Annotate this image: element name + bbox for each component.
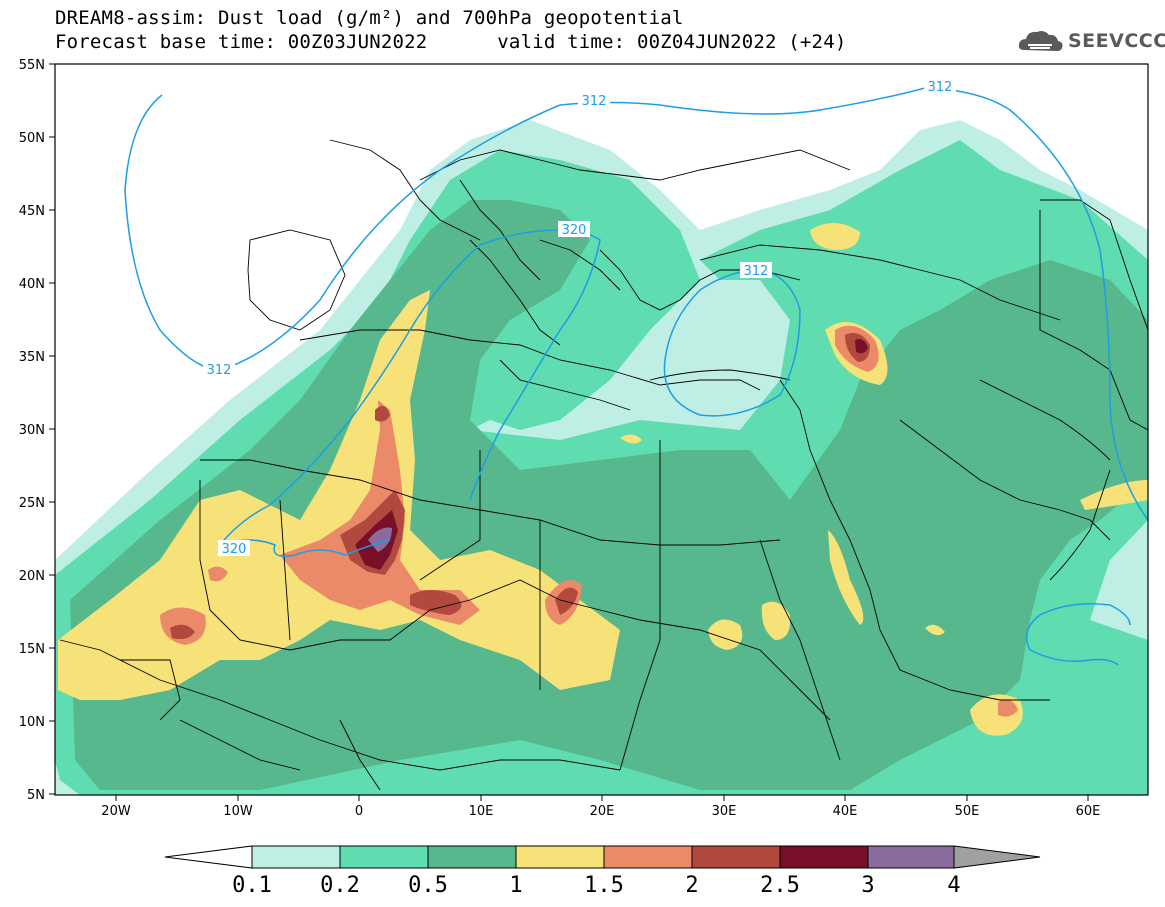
valid-time: valid time: 00Z04JUN2022 (+24) xyxy=(497,31,847,53)
lat-label: 45N xyxy=(19,204,45,219)
colorbar-ticks: 0.1 0.2 0.5 1 1.5 2 2.5 3 4 xyxy=(232,873,961,898)
lat-label: 10N xyxy=(19,715,45,730)
colorbar-segment xyxy=(515,845,605,869)
map-subtitle: Forecast base time: 00Z03JUN2022 valid t… xyxy=(55,31,846,53)
lat-label: 55N xyxy=(19,58,45,73)
dust-level-1 xyxy=(58,290,620,700)
dust-level-1 xyxy=(828,530,864,625)
dust-level-1 xyxy=(925,624,945,636)
dust-level-1 xyxy=(1080,480,1148,510)
dust-level-1 xyxy=(810,222,860,250)
colorbar-tick: 1.5 xyxy=(584,873,624,898)
colorbar-segment xyxy=(953,845,1041,869)
lat-label: 15N xyxy=(19,642,45,657)
colorbar-segment xyxy=(164,845,253,869)
colorbar-tick: 2 xyxy=(685,873,698,898)
lat-label: 35N xyxy=(19,350,45,365)
lat-label: 50N xyxy=(19,131,45,146)
logo-text: SEEVCCC xyxy=(1068,30,1165,52)
lat-label: 40N xyxy=(19,277,45,292)
colorbar-segment xyxy=(691,845,781,869)
dust-level-0.5 xyxy=(70,200,1148,790)
colorbar-tick: 4 xyxy=(947,873,960,898)
lat-label: 30N xyxy=(19,423,45,438)
colorbar-segment xyxy=(603,845,693,869)
colorbar-tick: 1 xyxy=(509,873,522,898)
colorbar-tick: 0.2 xyxy=(320,873,360,898)
dust-level-1.5 xyxy=(208,566,228,582)
colorbar-segment xyxy=(251,845,341,869)
lon-label: 10W xyxy=(223,804,253,819)
contour-labels: 312 320 312 320 312 312 xyxy=(203,78,956,557)
colorbar-tick: 2.5 xyxy=(760,873,800,898)
dust-level-2 xyxy=(375,406,390,422)
contour-label: 312 xyxy=(582,94,607,109)
contour-label: 320 xyxy=(222,542,247,557)
country-borders xyxy=(59,139,1148,791)
map-area: 312 320 312 320 312 312 xyxy=(55,64,1148,795)
colorbar-segment xyxy=(427,845,517,869)
dust-level-2 xyxy=(410,590,462,615)
contour-label: 320 xyxy=(562,223,587,238)
longitude-axis: 20W 10W 0 10E 20E 30E 40E 50E 60E xyxy=(101,795,1100,819)
dust-level-1 xyxy=(761,601,791,640)
latitude-axis: 55N 50N 45N 40N 35N 30N 25N 20N 15N 10N … xyxy=(19,58,55,803)
lon-label: 60E xyxy=(1076,804,1101,819)
colorbar-tick: 0.1 xyxy=(232,873,272,898)
dust-level-1.5 xyxy=(998,699,1018,717)
contour-label: 312 xyxy=(207,363,232,378)
lon-label: 20W xyxy=(101,804,131,819)
lon-label: 30E xyxy=(712,804,737,819)
lon-label: 40E xyxy=(833,804,858,819)
colorbar-tick: 0.5 xyxy=(408,873,448,898)
dust-level-2.5 xyxy=(855,339,868,354)
forecast-base-time: Forecast base time: 00Z03JUN2022 xyxy=(55,31,428,53)
contour-label: 312 xyxy=(744,264,769,279)
map-title: DREAM8-assim: Dust load (g/m²) and 700hP… xyxy=(55,7,684,29)
dust-level-1 xyxy=(708,619,743,650)
colorbar xyxy=(164,845,1041,869)
lon-label: 50E xyxy=(955,804,980,819)
lat-label: 25N xyxy=(19,496,45,511)
colorbar-tick: 3 xyxy=(861,873,874,898)
seevccc-logo: SEEVCCC xyxy=(1016,26,1165,58)
cloud-logo-icon xyxy=(1018,31,1063,51)
lat-label: 5N xyxy=(27,788,45,803)
colorbar-segment xyxy=(339,845,429,869)
geopotential-contours xyxy=(124,87,1148,666)
colorbar-segment xyxy=(779,845,869,869)
lon-label: 0 xyxy=(355,804,363,819)
dust-level-1 xyxy=(620,434,642,444)
colorbar-segment xyxy=(867,845,955,869)
lon-label: 20E xyxy=(590,804,615,819)
contour-label: 312 xyxy=(928,80,953,95)
lat-label: 20N xyxy=(19,569,45,584)
dust-level-2 xyxy=(170,624,195,640)
lon-label: 10E xyxy=(469,804,494,819)
dust-level-3 xyxy=(368,527,392,552)
